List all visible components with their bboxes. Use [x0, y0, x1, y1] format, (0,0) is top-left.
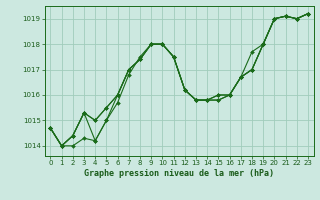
X-axis label: Graphe pression niveau de la mer (hPa): Graphe pression niveau de la mer (hPa)	[84, 169, 274, 178]
